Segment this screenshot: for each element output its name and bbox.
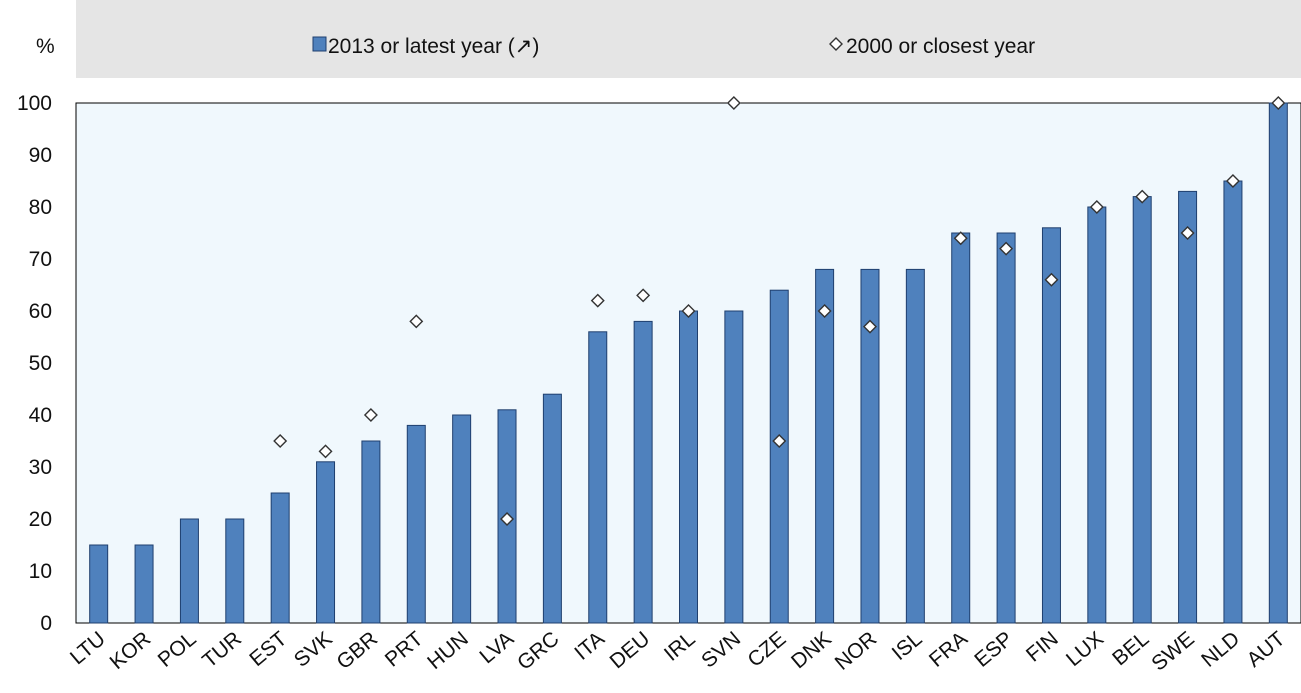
x-tick-label: GRC	[513, 627, 564, 675]
x-tick-label: FRA	[925, 627, 972, 672]
marker-nor	[862, 319, 877, 334]
marker-irl	[681, 304, 696, 318]
y-tick-label: 50	[29, 352, 52, 375]
marker-bel	[1135, 189, 1150, 204]
x-tick-label: IRL	[660, 627, 700, 666]
marker-svn	[726, 96, 741, 110]
x-tick-label: LTU	[66, 627, 110, 669]
y-tick-label: 60	[29, 300, 52, 323]
x-tick-label: SWE	[1147, 627, 1198, 675]
marker-esp	[999, 241, 1014, 256]
x-tick-label: KOR	[106, 627, 156, 674]
bar-grc	[542, 393, 562, 624]
x-tick-label: SVK	[290, 627, 337, 672]
bar-series	[89, 102, 1288, 624]
bar-kor	[134, 544, 154, 624]
marker-gbr	[363, 408, 378, 422]
legend-diamond-label: 2000 or closest year	[846, 35, 1035, 58]
bar-irl	[679, 310, 698, 624]
x-tick-label: PRT	[381, 627, 428, 671]
y-tick-label: 100	[17, 92, 52, 115]
bar-nld	[1223, 180, 1243, 624]
bar-est	[270, 492, 290, 624]
x-tick-label: FIN	[1022, 627, 1063, 666]
marker-ita	[590, 293, 605, 308]
marker-dnk	[817, 304, 832, 318]
bar-bel	[1132, 196, 1152, 624]
x-tick-label: HUN	[423, 627, 473, 674]
bar-lux	[1087, 206, 1107, 624]
bar-ltu	[89, 544, 109, 624]
y-tick-label: 90	[29, 144, 52, 167]
bar-isl	[905, 268, 925, 624]
marker-cze	[772, 434, 787, 448]
bar-aut	[1268, 102, 1288, 624]
bar-gbr	[361, 440, 381, 624]
legend-band	[76, 0, 1301, 78]
y-tick-label: 20	[29, 508, 52, 531]
y-tick-label: 80	[29, 196, 52, 219]
marker-lva	[500, 512, 515, 526]
x-tick-label: POL	[154, 627, 201, 672]
bar-cze	[769, 289, 789, 624]
y-axis-unit-label: %	[36, 35, 55, 58]
y-tick-label: 70	[29, 248, 52, 271]
bar-nor	[860, 268, 880, 624]
marker-lux	[1089, 200, 1104, 214]
bar-ita	[588, 331, 608, 624]
marker-deu	[636, 288, 651, 303]
x-tick-label: ITA	[570, 627, 609, 665]
x-tick-label: LVA	[475, 627, 518, 668]
x-tick-label: BEL	[1108, 627, 1153, 670]
bar-svn	[724, 310, 744, 624]
x-tick-label: GBR	[332, 627, 382, 674]
bar-tur	[225, 518, 245, 624]
bar-fra	[951, 232, 971, 624]
y-tick-label: 40	[29, 404, 52, 427]
y-tick-label: 30	[29, 456, 52, 479]
marker-fin	[1044, 272, 1059, 287]
marker-est	[273, 434, 288, 448]
x-tick-label: CZE	[743, 627, 790, 672]
marker-prt	[409, 314, 424, 329]
x-tick-label: NLD	[1197, 627, 1244, 672]
legend-bar-label: 2013 or latest year (↗)	[328, 35, 539, 58]
legend-item-diamonds: 2000 or closest year	[829, 35, 1035, 58]
bar-swe	[1178, 190, 1198, 624]
x-tick-label: NOR	[831, 627, 882, 675]
x-tick-label: EST	[245, 627, 291, 671]
bar-hun	[452, 414, 472, 624]
x-tick-label: DEU	[606, 627, 655, 673]
bar-dnk	[815, 268, 835, 624]
bar-esp	[996, 232, 1016, 624]
x-tick-label: AUT	[1243, 627, 1290, 672]
y-tick-label: 0	[40, 612, 52, 635]
x-tick-label: SVN	[697, 627, 745, 672]
x-tick-label: LUX	[1062, 627, 1108, 671]
marker-swe	[1180, 226, 1195, 240]
marker-fra	[953, 231, 968, 246]
bar-svk	[316, 461, 336, 624]
legend-diamond-swatch	[829, 37, 843, 51]
bar-prt	[406, 424, 426, 624]
bar-pol	[179, 518, 199, 624]
diamond-series	[273, 96, 1286, 526]
bar-deu	[633, 320, 653, 624]
bar-fin	[1041, 227, 1061, 624]
marker-svk	[318, 444, 333, 459]
x-tick-label: DNK	[787, 627, 836, 673]
x-tick-label: ISL	[888, 627, 927, 665]
legend-bar-swatch	[312, 36, 327, 52]
y-tick-label: 10	[29, 560, 52, 583]
y-axis: 0 10 20 30 40 50 60 70 80 90 100	[17, 92, 52, 635]
marker-nld	[1225, 174, 1240, 188]
marker-aut	[1271, 96, 1286, 110]
legend-item-bars: 2013 or latest year (↗)	[312, 35, 539, 58]
x-tick-label: ESP	[970, 627, 1017, 672]
x-tick-label: TUR	[198, 627, 246, 672]
